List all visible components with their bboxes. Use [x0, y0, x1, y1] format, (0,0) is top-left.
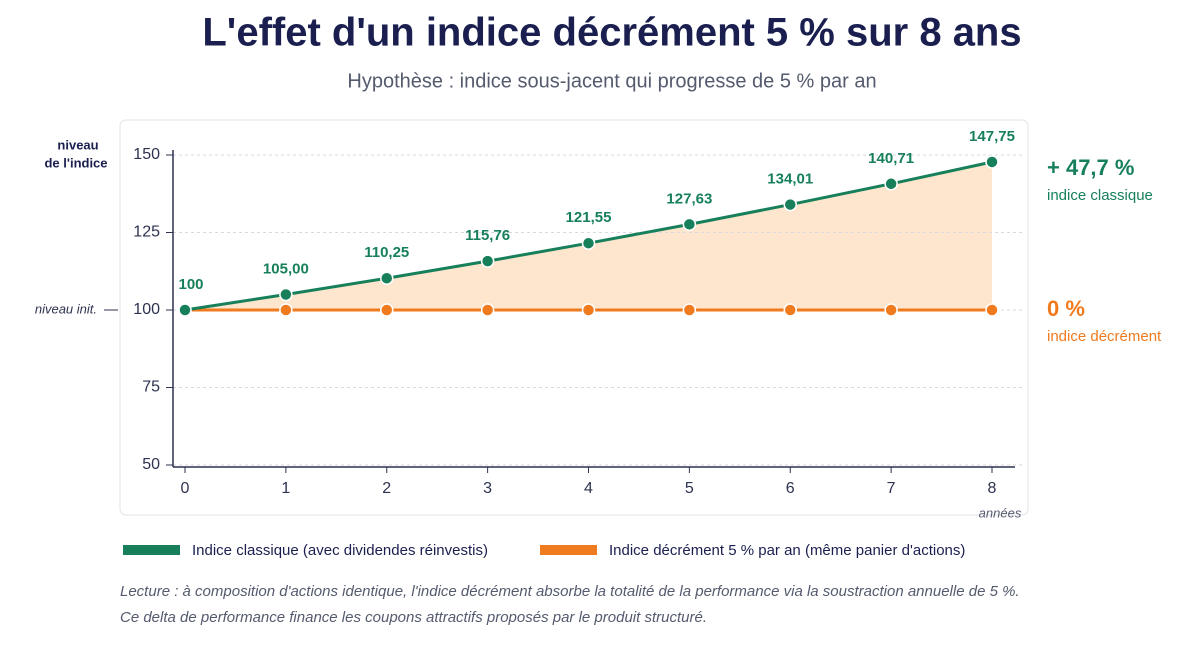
data-label: 121,55 [566, 209, 612, 226]
legend-swatch [540, 545, 597, 555]
data-point [783, 197, 797, 212]
x-tick-label: 7 [887, 480, 896, 497]
y-axis-label: niveau [57, 137, 98, 152]
data-label: 105,00 [263, 260, 309, 277]
data-point [985, 155, 999, 169]
chart-subtitle: Hypothèse : indice sous-jacent qui progr… [347, 70, 876, 92]
data-point [682, 217, 697, 232]
data-point [178, 303, 192, 317]
y-axis-label: de l'indice [44, 155, 107, 170]
data-point [380, 271, 394, 285]
y-tick-label: 75 [142, 379, 160, 396]
data-label: 110,25 [364, 244, 409, 261]
x-tick-label: 5 [685, 480, 694, 497]
x-axis-label: années [979, 505, 1022, 520]
x-tick-label: 3 [483, 480, 492, 497]
legend-swatch [123, 545, 180, 555]
area [185, 161, 992, 310]
data-point [581, 303, 596, 317]
legend-label: Indice classique (avec dividendes réinve… [192, 542, 488, 559]
data-label: 140,71 [868, 150, 914, 167]
chart-title: L'effet d'un indice décrément 5 % sur 8 … [202, 11, 1021, 55]
data-point [884, 303, 898, 317]
y-tick-label: 50 [142, 456, 160, 473]
footnote: Ce delta de performance finance les coup… [120, 609, 707, 626]
y-tick-label: 150 [133, 146, 160, 163]
data-point [480, 254, 495, 268]
baseline-label: niveau init. [35, 301, 97, 316]
x-tick-label: 8 [988, 480, 997, 497]
end-label: indice classique [1047, 187, 1153, 204]
x-tick-label: 6 [786, 480, 795, 497]
x-tick-label: 1 [281, 480, 290, 497]
data-label: 134,01 [767, 171, 813, 188]
end-value: 0 % [1047, 296, 1085, 321]
data-label: 127,63 [666, 190, 712, 207]
x-tick-label: 4 [584, 480, 593, 497]
data-point [682, 303, 697, 317]
footnote: Lecture : à composition d'actions identi… [120, 583, 1020, 600]
data-label: 115,76 [465, 227, 510, 244]
data-point [380, 303, 394, 317]
x-tick-label: 0 [181, 480, 190, 497]
data-label: 100 [178, 276, 203, 293]
y-tick-label: 125 [133, 224, 160, 241]
data-point [985, 303, 999, 317]
data-label: 147,75 [969, 128, 1015, 145]
data-point [279, 287, 293, 302]
data-point [279, 303, 293, 317]
data-point [884, 177, 898, 191]
legend-label: Indice décrément 5 % par an (même panier… [609, 542, 965, 559]
data-point [783, 303, 797, 317]
end-value: + 47,7 % [1047, 155, 1134, 180]
data-point [480, 303, 495, 317]
data-point [581, 236, 596, 250]
end-label: indice décrément [1047, 328, 1162, 345]
y-tick-label: 100 [133, 301, 160, 318]
x-tick-label: 2 [382, 480, 391, 497]
